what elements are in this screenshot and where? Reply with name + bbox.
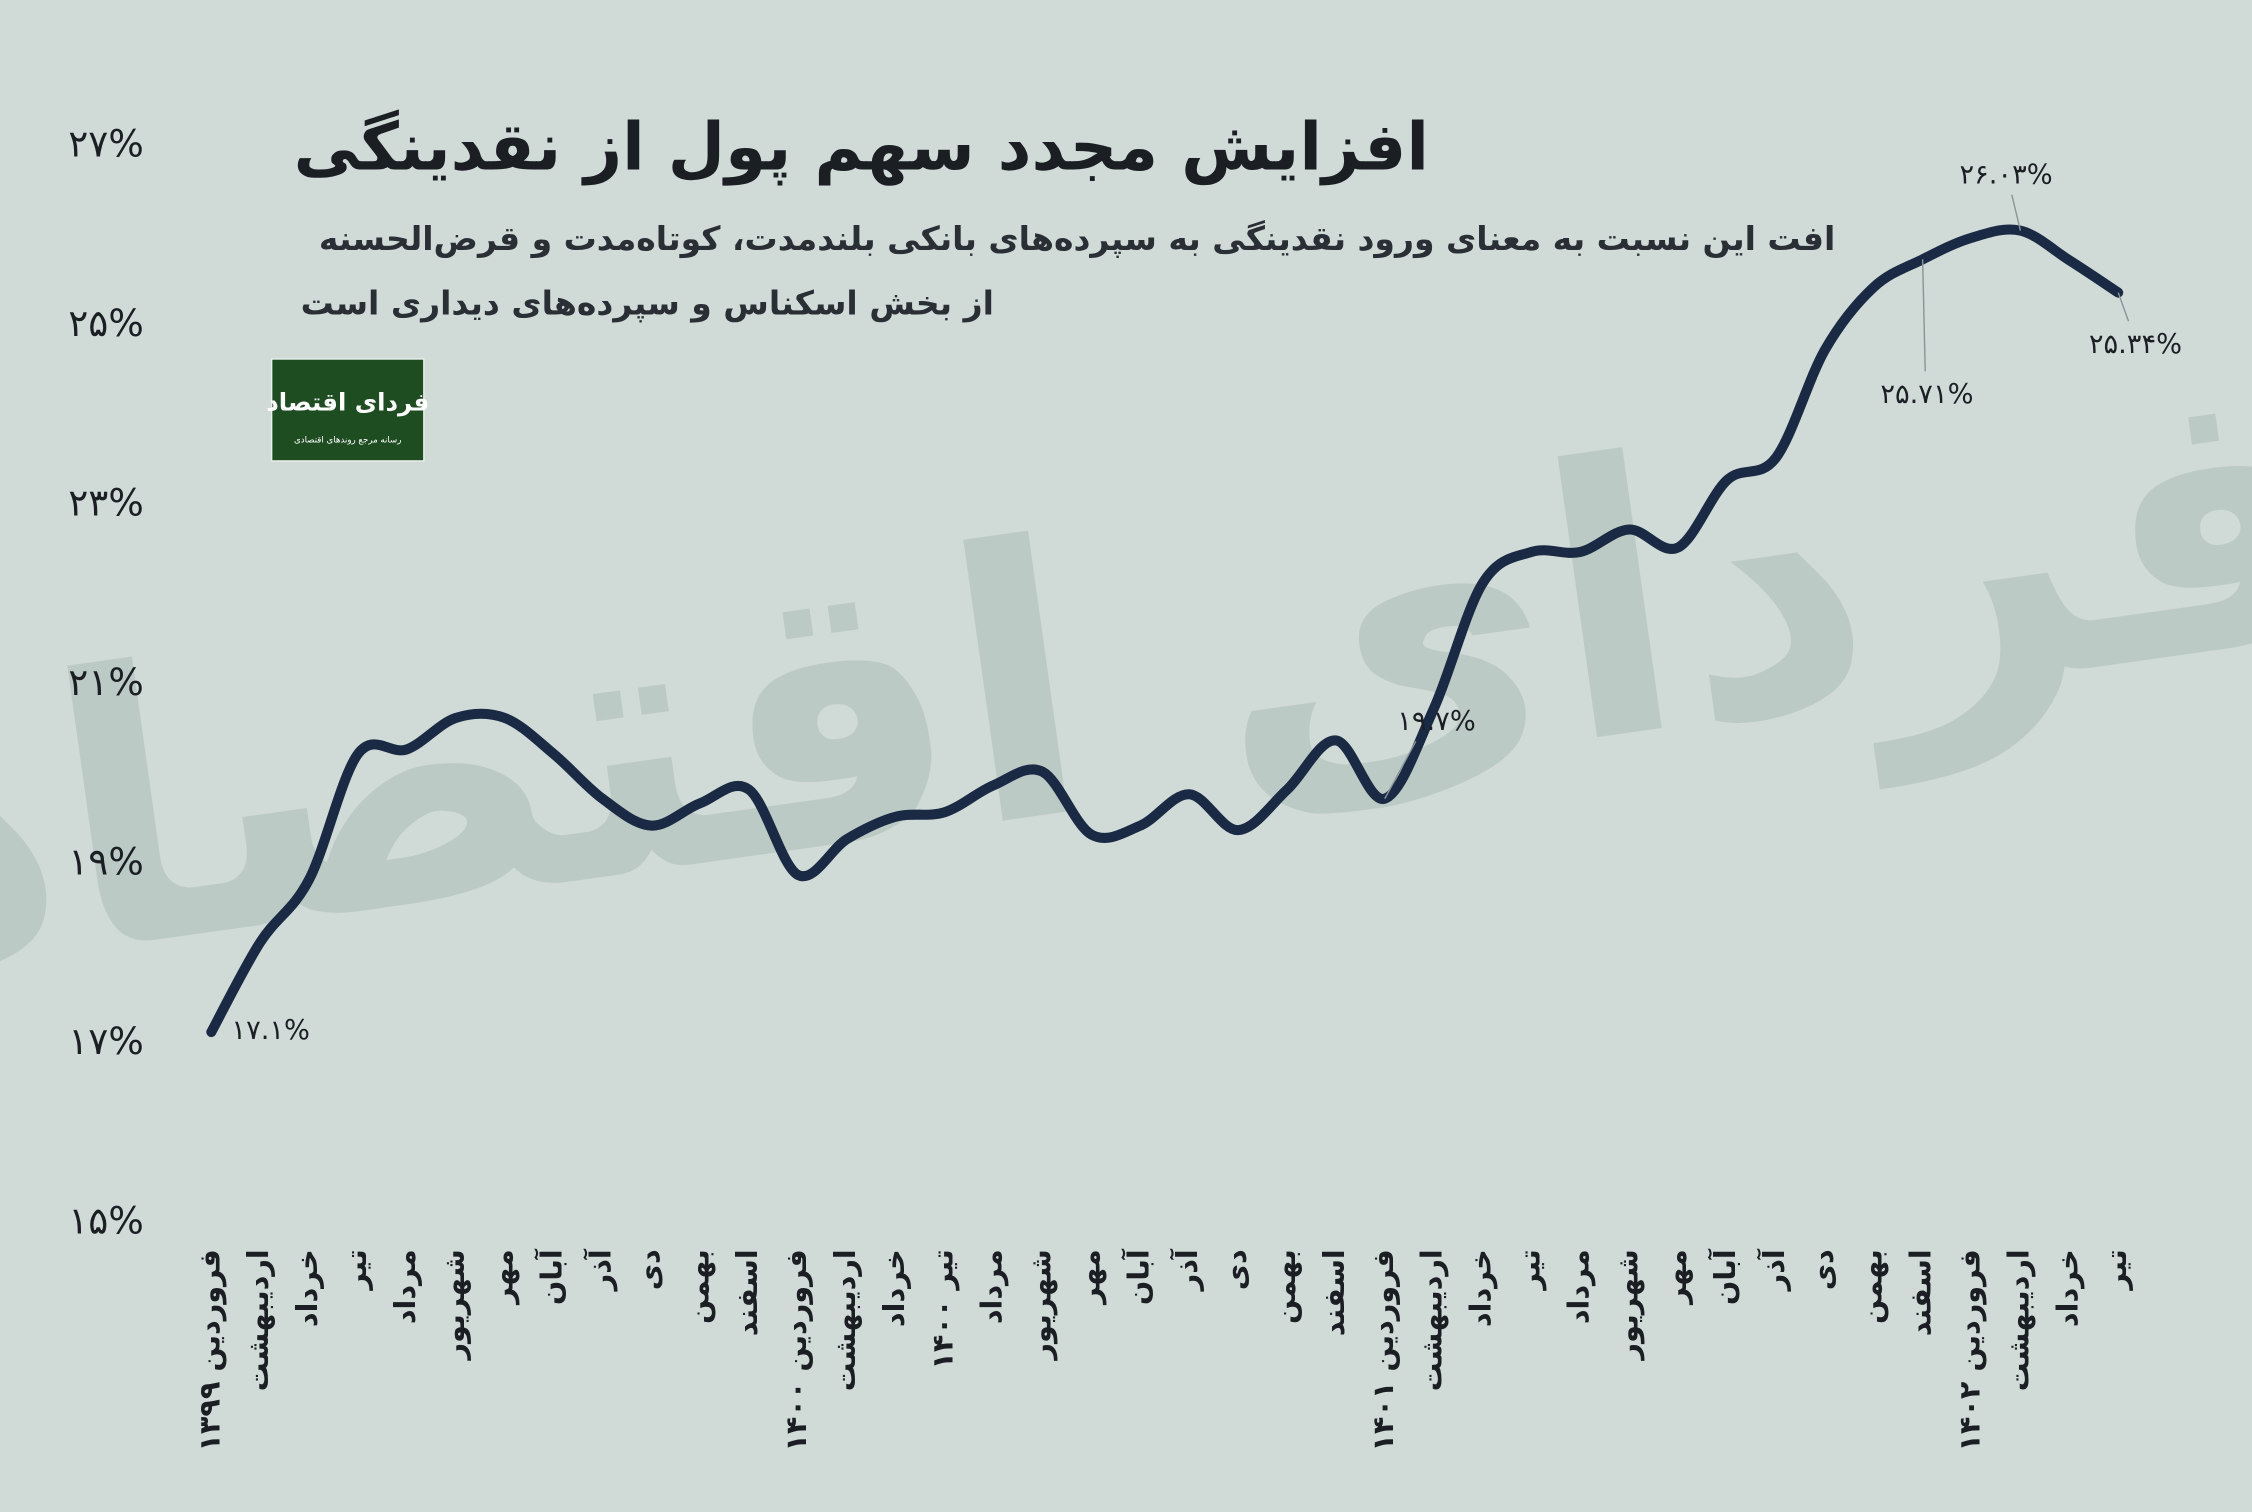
x-tick-label: خرداد — [290, 1249, 324, 1327]
leader-line — [2011, 194, 2022, 231]
logo-name: فردای اقتصاد — [266, 388, 429, 417]
x-tick-label: دی — [632, 1249, 666, 1290]
x-tick-label: آذر — [1757, 1248, 1791, 1292]
x-tick-label: اردیبهشت — [1415, 1249, 1449, 1391]
x-tick-label: فروردین ۱۴۰۰ — [779, 1249, 813, 1451]
logo-tagline: رسانه مرجع روندهای اقتصادی — [294, 435, 401, 445]
x-tick-label: مهر — [486, 1249, 520, 1306]
x-tick-label: فروردین ۱۳۹۹ — [192, 1249, 226, 1451]
y-tick-label: ۱۵% — [68, 1198, 144, 1242]
subtitle: از بخش اسکناس و سپرده‌های دیداری است — [301, 283, 994, 323]
x-tick-label: آذر — [1170, 1248, 1204, 1292]
x-tick-label: آذر — [583, 1248, 617, 1292]
x-tick-label: اردیبهشت — [241, 1249, 275, 1391]
x-tick-label: اردیبهشت — [2001, 1249, 2035, 1391]
chart-title: افزایش مجدد سهم پول از نقدینگی — [294, 108, 1429, 186]
x-tick-label: اسفند — [1904, 1249, 1938, 1336]
x-tick-label: آبان — [1708, 1248, 1742, 1305]
y-tick-label: ۲۷% — [68, 122, 144, 166]
x-tick-label: فروردین ۱۴۰۲ — [1953, 1249, 1987, 1451]
x-tick-label: بهمن — [1855, 1249, 1889, 1324]
x-tick-label: اردیبهشت — [828, 1249, 862, 1391]
x-tick-label: بهمن — [1268, 1249, 1302, 1324]
y-tick-label: ۲۵% — [68, 301, 144, 345]
x-tick-label: آبان — [535, 1248, 569, 1305]
x-tick-label: دی — [1806, 1249, 1840, 1290]
subtitle: افت این نسبت به معنای ورود نقدینگی به سپ… — [319, 219, 1835, 259]
y-tick-label: ۱۷% — [68, 1019, 144, 1063]
leader-line — [1384, 740, 1417, 800]
x-tick-label: مهر — [1072, 1249, 1106, 1306]
data-label: ۲۵.۳۴% — [2089, 329, 2182, 360]
x-tick-label: دی — [1219, 1249, 1253, 1290]
x-tick-label: تیر — [1512, 1249, 1546, 1291]
x-tick-label: تیر — [2099, 1249, 2133, 1291]
data-label: ۱۷.۱% — [231, 1015, 310, 1046]
line — [206, 224, 2124, 1038]
leader-line — [1921, 259, 1926, 372]
x-tick-label: شهریور — [1610, 1249, 1644, 1361]
x-tick-label: بهمن — [681, 1249, 715, 1324]
x-tick-label: شهریور — [437, 1249, 471, 1361]
data-label: ۲۶.۰۳% — [1959, 159, 2052, 190]
y-tick-label: ۲۱% — [68, 660, 144, 704]
x-tick-label: مرداد — [388, 1249, 422, 1324]
x-tick-label: مهر — [1659, 1249, 1693, 1306]
x-tick-label: خرداد — [1464, 1249, 1498, 1327]
x-tick-label: شهریور — [1024, 1249, 1058, 1361]
x-tick-label: آبان — [1121, 1248, 1155, 1305]
x-tick-label: خرداد — [2050, 1249, 2084, 1327]
x-tick-label: تیر — [339, 1249, 373, 1291]
x-tick-label: اسفند — [1317, 1249, 1351, 1336]
y-tick-label: ۱۹% — [68, 839, 144, 883]
data-label: ۱۹.۷% — [1397, 706, 1476, 737]
x-tick-label: فروردین ۱۴۰۱ — [1366, 1249, 1400, 1451]
x-tick-label: مرداد — [1561, 1249, 1595, 1324]
logo-box — [270, 358, 425, 462]
x-tick-label: خرداد — [877, 1249, 911, 1327]
data-label: ۲۵.۷۱% — [1880, 379, 1973, 410]
x-tick-label: تیر ۱۴۰۰ — [926, 1249, 960, 1369]
x-tick-label: اسفند — [730, 1249, 764, 1336]
leader-line — [2117, 292, 2130, 322]
y-tick-label: ۲۳% — [68, 480, 144, 524]
x-tick-label: مرداد — [975, 1249, 1009, 1324]
